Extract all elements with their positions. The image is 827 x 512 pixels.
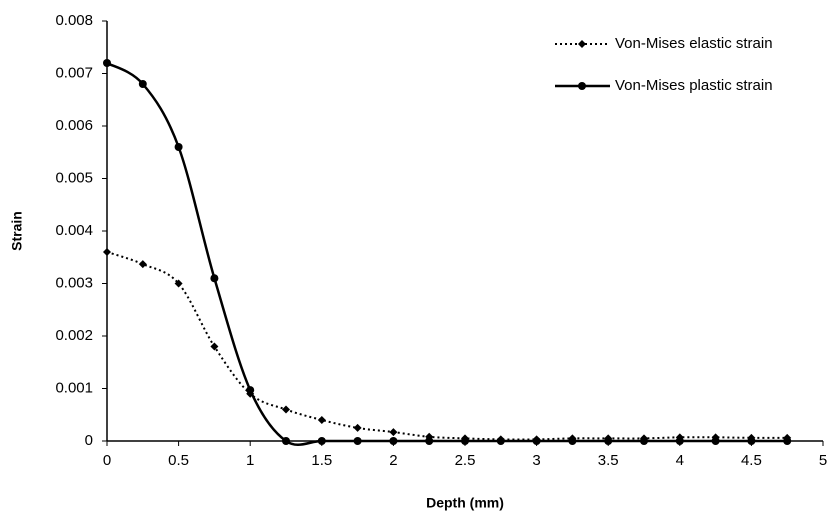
- series-line: [106, 61, 788, 446]
- data-point: [317, 437, 326, 445]
- data-point: [103, 248, 111, 256]
- data-point: [210, 274, 219, 283]
- x-tick-label: 2: [389, 452, 397, 469]
- data-point: [174, 143, 183, 151]
- data-point: [317, 416, 326, 424]
- data-point: [425, 437, 434, 445]
- data-point: [496, 437, 505, 445]
- y-tick-label: 0.001: [55, 379, 93, 396]
- y-tick-label: 0.003: [55, 274, 93, 291]
- legend-label: Von-Mises plastic strain: [615, 77, 773, 94]
- data-point: [246, 386, 255, 395]
- data-point: [138, 260, 147, 269]
- data-point: [282, 405, 290, 414]
- data-point: [578, 82, 586, 90]
- legend-label: Von-Mises elastic strain: [615, 35, 773, 52]
- y-tick-label: 0.005: [55, 169, 93, 186]
- x-tick-label: 2.5: [455, 452, 476, 469]
- x-tick-label: 5: [819, 452, 827, 469]
- y-tick-label: 0.004: [55, 222, 93, 239]
- y-tick-label: 0.007: [55, 64, 93, 81]
- data-point: [747, 437, 756, 445]
- data-point: [103, 59, 111, 67]
- data-point: [675, 437, 684, 445]
- data-point: [461, 437, 469, 445]
- data-point: [138, 80, 147, 88]
- data-point: [568, 437, 577, 445]
- series-line: [106, 251, 788, 441]
- x-axis-label: Depth (mm): [426, 495, 504, 511]
- y-axis-label: Strain: [9, 211, 25, 251]
- data-point: [282, 437, 290, 445]
- data-point: [353, 423, 362, 432]
- data-point: [532, 437, 541, 445]
- data-point: [174, 279, 183, 288]
- data-point: [578, 40, 586, 48]
- data-point: [640, 437, 648, 445]
- data-point: [783, 437, 792, 445]
- x-tick-label: 0.5: [168, 452, 189, 469]
- x-tick-label: 4: [676, 452, 684, 469]
- x-tick-label: 3: [532, 452, 540, 469]
- data-point: [711, 437, 720, 445]
- x-tick-label: 4.5: [741, 452, 762, 469]
- data-point: [210, 342, 219, 351]
- data-point: [389, 428, 398, 437]
- y-tick-label: 0: [85, 432, 93, 449]
- x-tick-label: 0: [103, 452, 111, 469]
- x-tick-label: 3.5: [598, 452, 619, 469]
- x-tick-label: 1: [246, 452, 254, 469]
- y-tick-label: 0.002: [55, 327, 93, 344]
- y-tick-label: 0.008: [55, 12, 93, 29]
- data-point: [604, 437, 613, 445]
- data-point: [389, 437, 398, 445]
- y-tick-label: 0.006: [55, 117, 93, 134]
- x-tick-label: 1.5: [311, 452, 332, 469]
- data-point: [353, 437, 362, 445]
